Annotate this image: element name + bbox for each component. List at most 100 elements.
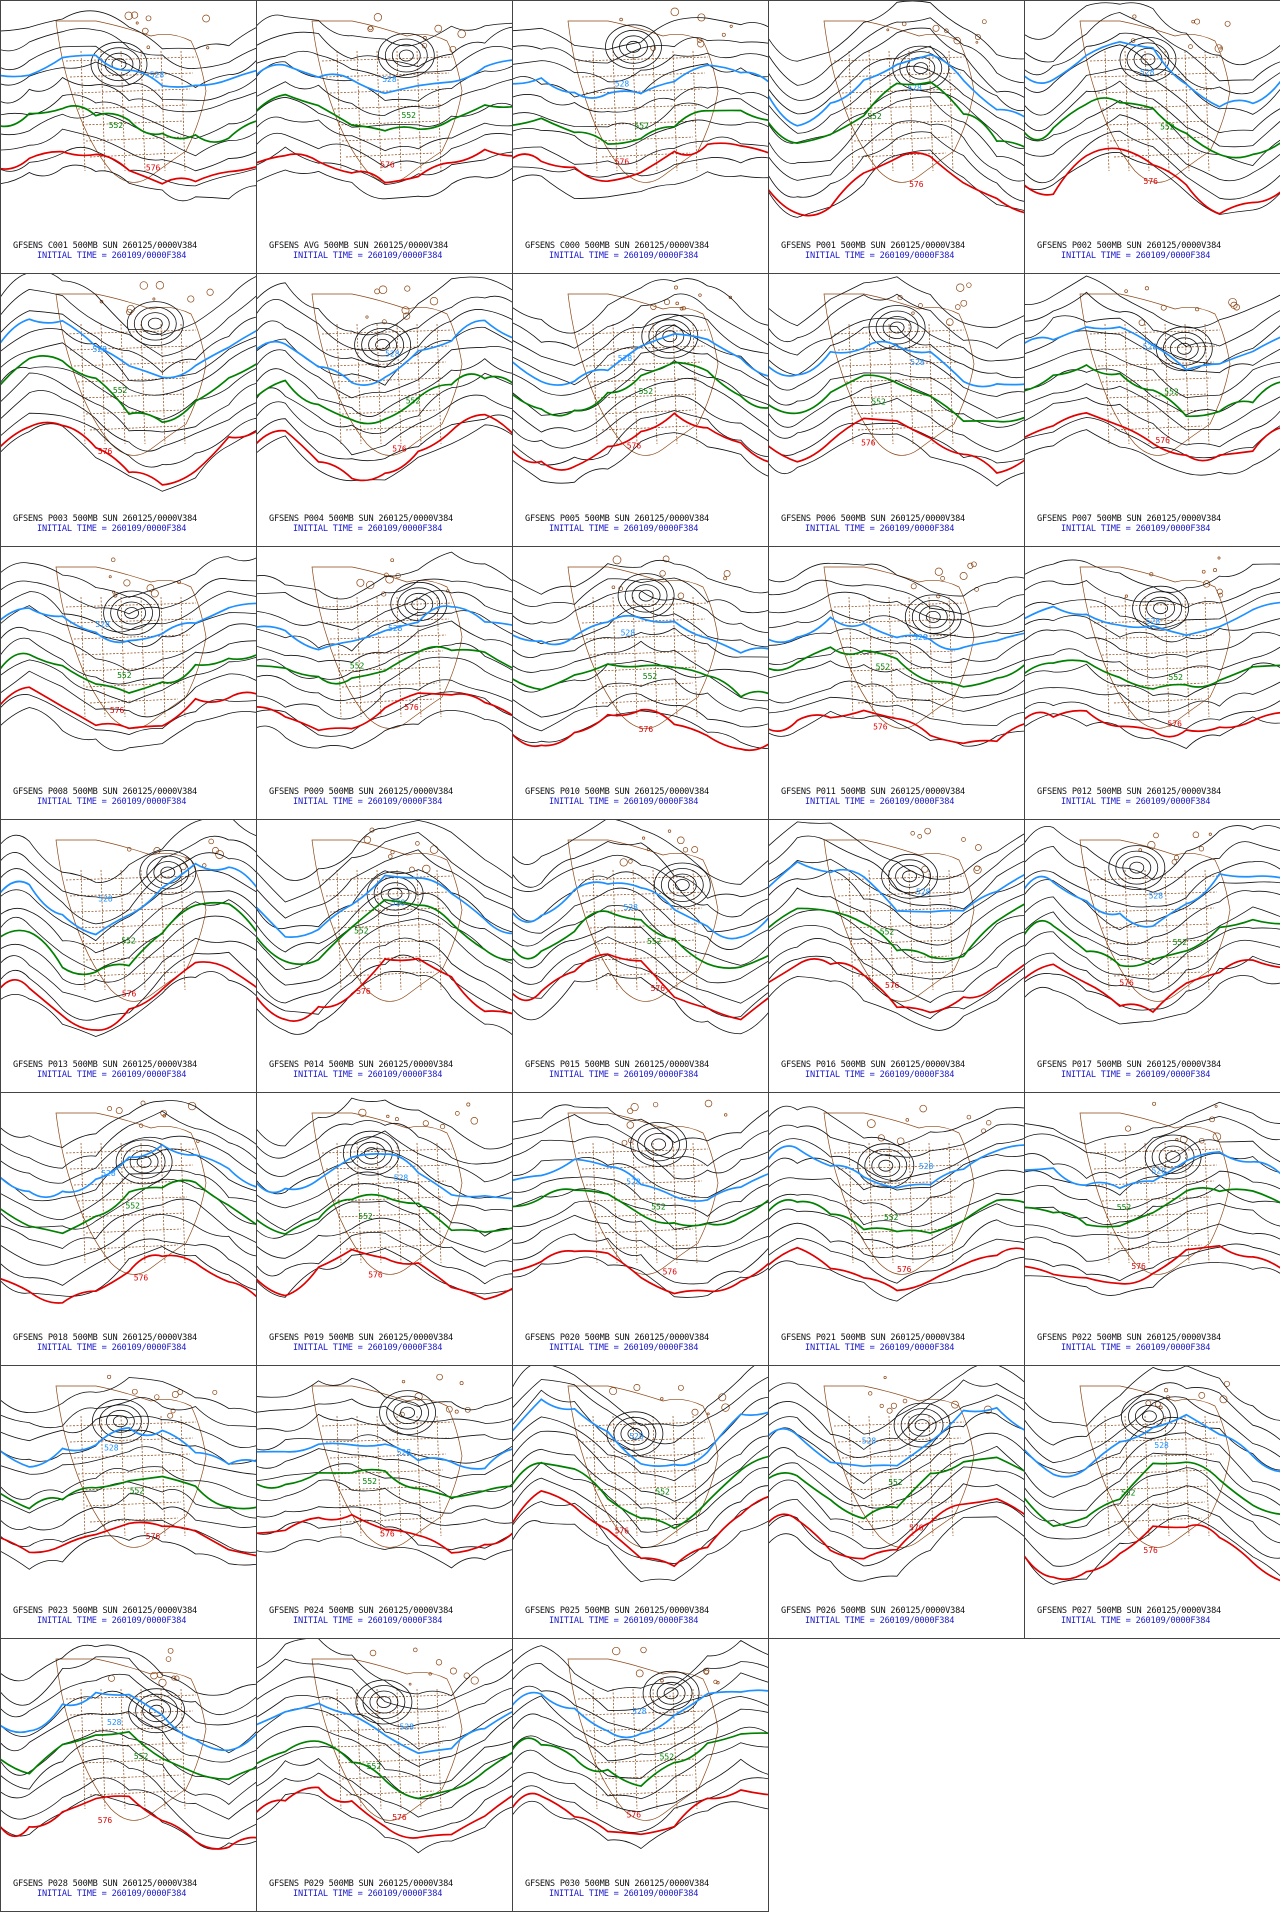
closed-low-contour: [662, 330, 678, 343]
closed-low-contour: [1121, 1394, 1178, 1439]
height-contour: [1025, 12, 1280, 82]
height-contour: [513, 395, 768, 449]
panel-title: GFSENS P013 500MB SUN 260125/0000V384: [13, 1060, 198, 1070]
height-contour: [513, 640, 768, 678]
height-contour-map: 528 552 576: [1, 556, 256, 752]
panel-title: GFSENS P026 500MB SUN 260125/0000V384: [781, 1606, 966, 1616]
height-contour: [257, 620, 512, 663]
height-contour: [1, 372, 256, 433]
closed-low-contour: [1176, 342, 1192, 355]
height-contour: [513, 1389, 768, 1462]
contour-528: [1, 1426, 256, 1468]
ensemble-member-panel: 528 552 576 GFSENS P014 500MB SUN 260125/00…: [256, 819, 513, 1093]
height-contour: [257, 295, 512, 351]
ensemble-member-panel: 528 552 576 GFSENS P009 500MB SUN 260125/00…: [256, 546, 513, 820]
height-contour: [513, 605, 768, 648]
ensemble-member-panel: 528 552 576 GFSENS C001 500MB SUN 260125/00…: [0, 0, 257, 274]
contour-552: [513, 1732, 768, 1788]
height-contour: [1, 1110, 256, 1169]
closed-low-contour: [1133, 48, 1163, 71]
height-contour: [1025, 1243, 1280, 1282]
closed-low-contour: [606, 1411, 664, 1457]
closed-low-contour: [146, 855, 190, 890]
height-contour: [513, 627, 768, 658]
contour-576-label: 576: [663, 1268, 678, 1277]
height-contour-map: 528 552 576: [1, 820, 256, 1037]
height-contour: [513, 1520, 768, 1583]
height-contour: [1025, 1452, 1280, 1511]
closed-low-contour: [393, 1401, 423, 1424]
closed-low-contour: [1153, 602, 1169, 615]
panel-initial-time: INITIAL TIME = 260109/0000F384: [293, 1616, 443, 1626]
closed-low-contour: [126, 301, 184, 346]
panel-initial-time: INITIAL TIME = 260109/0000F384: [805, 1070, 955, 1080]
contour-552-label: 552: [1173, 938, 1188, 947]
height-contour: [257, 1183, 512, 1237]
height-contour-map: 528 552 576: [1025, 825, 1280, 1025]
closed-low-contour: [918, 605, 948, 629]
contour-576: [1025, 1524, 1280, 1582]
closed-low-contour: [626, 40, 641, 53]
height-contour: [257, 1694, 512, 1750]
closed-low-contour: [133, 306, 177, 341]
height-contour: [1, 1493, 256, 1531]
closed-low-contour: [660, 868, 704, 902]
height-contour: [769, 344, 1024, 397]
height-contour: [1, 412, 256, 468]
height-contour: [769, 1394, 1024, 1458]
height-contour: [513, 590, 768, 633]
closed-low-contour: [400, 1406, 416, 1419]
panel-title: GFSENS P021 500MB SUN 260125/0000V384: [781, 1333, 966, 1343]
panel-title: GFSENS P020 500MB SUN 260125/0000V384: [525, 1333, 710, 1343]
height-contour: [257, 656, 512, 702]
height-contour: [257, 345, 512, 399]
ensemble-member-panel: 528 552 576 GFSENS P016 500MB SUN 260125/00…: [768, 819, 1025, 1093]
height-contour: [1025, 80, 1280, 148]
closed-low-contour: [655, 324, 685, 348]
contour-552: [257, 93, 512, 132]
closed-low-contour: [117, 601, 147, 625]
panel-title: GFSENS C001 500MB SUN 260125/0000V384: [13, 241, 198, 251]
height-contour: [1, 1656, 256, 1716]
contour-552-label: 552: [130, 1487, 145, 1496]
contour-528: [1, 318, 256, 379]
height-contour: [1, 28, 256, 70]
contour-528: [513, 881, 768, 940]
height-contour: [513, 577, 768, 614]
ensemble-member-panel: 528 552 576 GFSENS P015 500MB SUN 260125/00…: [512, 819, 769, 1093]
contour-576: [513, 1489, 768, 1568]
height-contour: [1, 366, 256, 420]
height-contour: [513, 278, 768, 334]
ensemble-member-panel: 528 552 576 GFSENS AVG 500MB SUN 260125/000…: [256, 0, 513, 274]
panel-title: GFSENS P010 500MB SUN 260125/0000V384: [525, 787, 710, 797]
height-contour: [769, 65, 1024, 134]
height-contour: [513, 1376, 768, 1445]
height-contour: [513, 1758, 768, 1812]
closed-low-contour: [104, 52, 134, 76]
height-contour: [257, 971, 512, 1036]
height-contour: [1, 1214, 256, 1266]
height-contour: [257, 1217, 512, 1267]
height-contour: [1025, 700, 1280, 730]
contour-576-label: 576: [615, 158, 630, 167]
geography-outline: [55, 1374, 218, 1548]
contour-528-label: 528: [919, 1162, 934, 1171]
height-contour: [1, 1198, 256, 1249]
height-contour-map: 528 552 576: [513, 7, 768, 199]
contour-576-label: 576: [885, 981, 900, 990]
panel-title: GFSENS P018 500MB SUN 260125/0000V384: [13, 1333, 198, 1343]
height-contour: [257, 1772, 512, 1832]
height-contour: [257, 45, 512, 80]
panel-initial-time: INITIAL TIME = 260109/0000F384: [37, 1343, 187, 1353]
contour-528-label: 528: [150, 71, 165, 80]
contour-552-label: 552: [402, 111, 417, 120]
height-contour: [513, 17, 768, 50]
geography-outline: [823, 282, 975, 456]
height-contour: [769, 120, 1024, 182]
contour-576-label: 576: [122, 990, 137, 999]
height-contour: [1025, 417, 1280, 459]
contour-576: [513, 142, 768, 182]
contour-576: [1, 1254, 256, 1304]
contour-576: [769, 958, 1024, 1014]
height-contour: [257, 1536, 512, 1569]
